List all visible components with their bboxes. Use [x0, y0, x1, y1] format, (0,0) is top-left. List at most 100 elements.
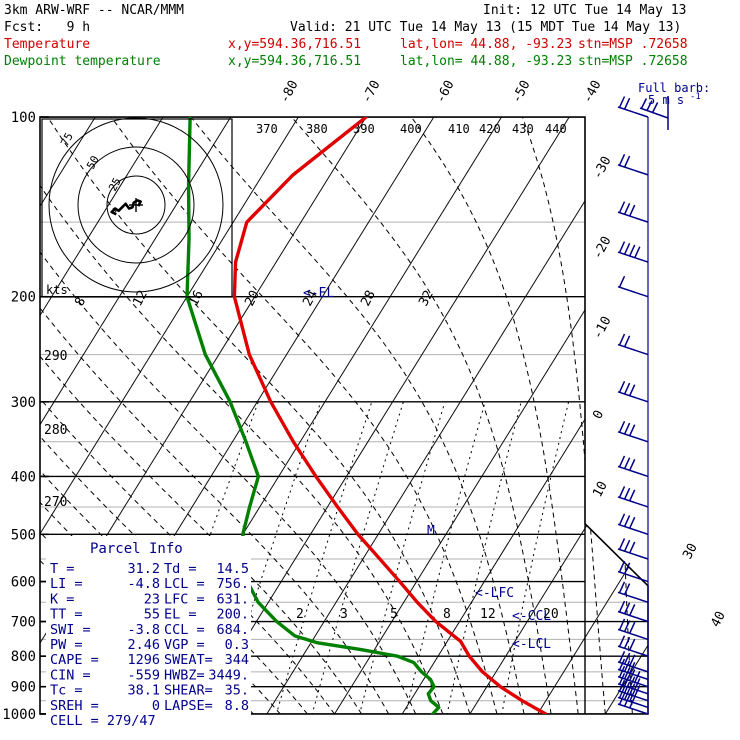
pressure-tick-label: 600 — [11, 575, 36, 591]
wind-barb — [617, 486, 649, 508]
dry-adiabat — [656, 117, 740, 714]
pressure-tick-label: 100 — [11, 110, 36, 126]
wind-barb — [617, 455, 649, 478]
parcel-value-left: 38.1 — [127, 683, 160, 699]
temp-tick-corner: 40 — [708, 609, 729, 630]
parcel-value-right: 684. — [216, 622, 249, 638]
parcel-value-left: -559 — [127, 667, 160, 683]
moist-adiabat — [521, 117, 606, 714]
dewpoint-profile-line — [185, 117, 441, 714]
dry-adiabat — [726, 117, 740, 714]
pressure-tick-label: 700 — [11, 615, 36, 631]
theta-e-label: 430 — [512, 122, 534, 136]
pressure-tick-label: 400 — [11, 469, 36, 485]
parcel-key-right: Td = — [164, 561, 197, 577]
ccl-marker: <-CCL — [512, 609, 551, 624]
wind-barb — [617, 381, 649, 403]
temp-tick-right: 0 — [590, 408, 607, 422]
parcel-key-right: EL = — [164, 607, 197, 623]
wind-barb — [617, 96, 649, 118]
wind-barb — [617, 241, 649, 263]
wind-barb — [617, 275, 649, 298]
temperature-profile-line — [232, 117, 548, 714]
temp-tick-top: -40 — [580, 78, 604, 106]
temp-tick-top: -60 — [433, 78, 457, 106]
parcel-info-title: Parcel Info — [90, 541, 183, 557]
moist-adiabat — [40, 117, 390, 714]
temperature-latlon: lat,lon= 44.88, -93.23 — [400, 37, 573, 52]
temp-tick-top: -50 — [509, 78, 533, 106]
mixing-low-label: 12 — [480, 607, 496, 622]
wind-barb — [617, 560, 649, 583]
mixing-ratio-line — [499, 401, 570, 714]
parcel-value-left: 55 — [144, 607, 160, 623]
wind-barb — [617, 581, 649, 604]
parcel-key-left: CIN = — [50, 667, 91, 683]
theta-label: 270 — [44, 495, 67, 510]
theta-e-label: 400 — [400, 122, 422, 136]
moist-adiabat — [291, 117, 552, 714]
parcel-key-right: CCL = — [164, 622, 205, 638]
parcel-value-left: 23 — [144, 591, 160, 607]
dewpoint-legend-label: Dewpoint temperature — [4, 54, 161, 69]
parcel-value-right: 344 — [225, 652, 249, 668]
parcel-key-right: VGP = — [164, 637, 205, 653]
parcel-value-right: 200. — [216, 607, 249, 623]
model-title: 3km ARW-WRF -- NCAR/MMM — [4, 3, 185, 18]
lcl-marker: <-LCL — [512, 637, 551, 652]
parcel-value-left: -3.8 — [127, 622, 160, 638]
mixing-low-label: 8 — [443, 607, 451, 622]
dewpoint-latlon: lat,lon= 44.88, -93.23 — [400, 54, 573, 69]
parcel-key-right: HWBZ= — [164, 667, 205, 683]
lfc-marker: <-LFC — [475, 586, 514, 601]
wind-barb — [617, 201, 649, 223]
wind-barb — [617, 658, 649, 681]
moist-adiabat — [40, 117, 417, 714]
parcel-value-right: 14.5 — [216, 561, 249, 577]
pressure-tick-label: 300 — [11, 395, 36, 411]
wind-barb — [617, 651, 649, 673]
hodograph-ring-label: 25 — [106, 176, 124, 194]
temperature-xy: x,y=594.36,716.51 — [228, 37, 362, 52]
parcel-key-left: T = — [50, 561, 74, 577]
hodograph-ring-label: 75 — [58, 131, 76, 149]
wind-barb — [617, 154, 649, 176]
forecast-hour: Fcst: 9 h — [4, 20, 91, 35]
moist-adiabat — [110, 117, 498, 714]
temperature-legend-label: Temperature — [4, 37, 91, 52]
mixing-low-label: 20 — [543, 607, 559, 622]
mixing-low-label: 3 — [340, 607, 348, 622]
wind-barb — [617, 693, 649, 715]
mixing-mid-label: 32 — [416, 288, 437, 309]
temp-tick-top: -80 — [277, 78, 301, 106]
dewpoint-xy: x,y=594.36,716.51 — [228, 54, 362, 69]
parcel-info-box — [46, 536, 251, 728]
wind-barb — [617, 513, 649, 535]
parcel-key-right: LFC = — [164, 591, 205, 607]
temp-tick-corner: 30 — [680, 541, 701, 562]
dewpoint-station: stn=MSP .72658 — [578, 54, 688, 69]
barb-legend-line1: Full barb: — [638, 81, 710, 95]
pressure-tick-label: 1000 — [2, 707, 36, 723]
wind-barb — [617, 600, 649, 623]
el-marker: <-EL — [303, 286, 334, 301]
parcel-value-right: 3449. — [208, 667, 249, 683]
temp-tick-right: 10 — [590, 479, 611, 500]
temp-tick-right: -30 — [590, 154, 614, 182]
moist-adiabat — [40, 117, 444, 714]
temp-tick-right: -10 — [590, 314, 614, 342]
barb-legend-exponent: -1 — [690, 92, 701, 102]
parcel-key-left: CAPE = — [50, 652, 99, 668]
mixing-ratio-line — [356, 401, 446, 714]
parcel-key-left: PW = — [50, 637, 83, 653]
parcel-cell-value: CELL = 279/47 — [50, 713, 156, 729]
parcel-key-right: SWEAT= — [164, 652, 213, 668]
m-marker: M — [427, 524, 435, 539]
wind-barb-column — [617, 96, 649, 715]
parcel-value-left: -4.8 — [127, 576, 160, 592]
parcel-key-left: Tc = — [50, 683, 83, 699]
theta-e-label: 370 — [256, 122, 278, 136]
theta-e-label: 420 — [479, 122, 501, 136]
parcel-value-left: 1296 — [127, 652, 160, 668]
